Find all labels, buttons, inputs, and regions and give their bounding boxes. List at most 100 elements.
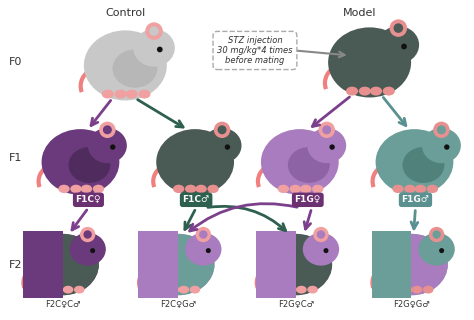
Ellipse shape bbox=[307, 286, 318, 293]
Ellipse shape bbox=[286, 286, 297, 293]
Ellipse shape bbox=[110, 144, 116, 150]
Ellipse shape bbox=[178, 286, 189, 293]
Ellipse shape bbox=[422, 128, 461, 163]
Ellipse shape bbox=[288, 147, 330, 183]
Text: F1G♂: F1G♂ bbox=[401, 195, 429, 204]
Ellipse shape bbox=[307, 128, 346, 163]
Ellipse shape bbox=[26, 234, 99, 295]
Ellipse shape bbox=[225, 144, 230, 150]
Ellipse shape bbox=[206, 248, 211, 253]
Ellipse shape bbox=[185, 185, 196, 193]
Ellipse shape bbox=[81, 185, 92, 193]
Bar bbox=[138, 231, 178, 298]
Ellipse shape bbox=[53, 286, 64, 293]
Text: F1: F1 bbox=[9, 153, 22, 163]
Ellipse shape bbox=[401, 44, 407, 49]
Ellipse shape bbox=[142, 234, 214, 295]
Ellipse shape bbox=[313, 227, 328, 242]
Ellipse shape bbox=[190, 286, 200, 293]
Ellipse shape bbox=[157, 47, 163, 52]
Text: F1C♂: F1C♂ bbox=[182, 195, 210, 204]
Text: F2G♀G♂: F2G♀G♂ bbox=[393, 300, 430, 309]
Ellipse shape bbox=[319, 122, 335, 138]
Text: F1G♀: F1G♀ bbox=[295, 195, 321, 204]
Ellipse shape bbox=[103, 125, 112, 134]
Ellipse shape bbox=[26, 234, 99, 295]
Ellipse shape bbox=[156, 129, 234, 195]
Ellipse shape bbox=[102, 90, 114, 99]
Ellipse shape bbox=[214, 122, 230, 138]
Ellipse shape bbox=[99, 122, 116, 138]
Ellipse shape bbox=[42, 286, 53, 293]
Text: F2: F2 bbox=[9, 260, 22, 269]
Bar bbox=[372, 231, 411, 298]
Ellipse shape bbox=[429, 227, 444, 242]
Ellipse shape bbox=[323, 248, 328, 253]
Ellipse shape bbox=[58, 185, 70, 193]
Ellipse shape bbox=[115, 90, 127, 99]
Ellipse shape bbox=[88, 128, 127, 163]
Ellipse shape bbox=[196, 227, 211, 242]
Ellipse shape bbox=[195, 185, 207, 193]
Ellipse shape bbox=[391, 286, 401, 293]
Ellipse shape bbox=[74, 286, 84, 293]
Ellipse shape bbox=[317, 230, 325, 239]
Ellipse shape bbox=[370, 87, 382, 96]
Ellipse shape bbox=[375, 129, 453, 195]
Text: STZ injection
30 mg/kg*4 times
before mating: STZ injection 30 mg/kg*4 times before ma… bbox=[217, 36, 293, 65]
Ellipse shape bbox=[157, 286, 168, 293]
Bar bbox=[23, 231, 63, 298]
Ellipse shape bbox=[42, 129, 119, 195]
Ellipse shape bbox=[260, 234, 332, 295]
Ellipse shape bbox=[290, 185, 301, 193]
Ellipse shape bbox=[402, 286, 412, 293]
Ellipse shape bbox=[444, 144, 449, 150]
Ellipse shape bbox=[185, 233, 221, 266]
Ellipse shape bbox=[80, 227, 95, 242]
Ellipse shape bbox=[138, 90, 151, 99]
Ellipse shape bbox=[208, 185, 219, 193]
Ellipse shape bbox=[300, 185, 311, 193]
Ellipse shape bbox=[202, 128, 242, 163]
Ellipse shape bbox=[296, 286, 307, 293]
Ellipse shape bbox=[383, 87, 395, 96]
Ellipse shape bbox=[63, 286, 73, 293]
Ellipse shape bbox=[145, 22, 163, 40]
Ellipse shape bbox=[133, 29, 175, 67]
Ellipse shape bbox=[69, 147, 110, 183]
Ellipse shape bbox=[390, 19, 407, 37]
Ellipse shape bbox=[359, 87, 371, 96]
Ellipse shape bbox=[218, 125, 227, 134]
Ellipse shape bbox=[84, 30, 167, 100]
Ellipse shape bbox=[303, 233, 339, 266]
Ellipse shape bbox=[322, 125, 331, 134]
Ellipse shape bbox=[415, 185, 426, 193]
Ellipse shape bbox=[328, 28, 411, 98]
Ellipse shape bbox=[393, 23, 403, 33]
Ellipse shape bbox=[437, 125, 446, 134]
Ellipse shape bbox=[432, 230, 441, 239]
Ellipse shape bbox=[173, 185, 184, 193]
Ellipse shape bbox=[70, 233, 106, 266]
Text: Model: Model bbox=[343, 8, 376, 18]
Ellipse shape bbox=[433, 122, 450, 138]
Ellipse shape bbox=[83, 230, 92, 239]
Ellipse shape bbox=[419, 233, 455, 266]
Ellipse shape bbox=[149, 26, 159, 36]
Ellipse shape bbox=[199, 230, 208, 239]
Ellipse shape bbox=[346, 87, 358, 96]
Ellipse shape bbox=[412, 286, 422, 293]
Ellipse shape bbox=[392, 185, 404, 193]
Ellipse shape bbox=[312, 185, 323, 193]
Ellipse shape bbox=[375, 234, 448, 295]
Ellipse shape bbox=[378, 26, 419, 64]
Text: F0: F0 bbox=[9, 57, 22, 68]
Bar bbox=[256, 231, 296, 298]
Ellipse shape bbox=[375, 234, 448, 295]
Ellipse shape bbox=[423, 286, 434, 293]
Ellipse shape bbox=[260, 234, 332, 295]
Ellipse shape bbox=[439, 248, 444, 253]
Text: F1C♀: F1C♀ bbox=[76, 195, 101, 204]
Ellipse shape bbox=[402, 147, 445, 183]
Ellipse shape bbox=[70, 185, 82, 193]
